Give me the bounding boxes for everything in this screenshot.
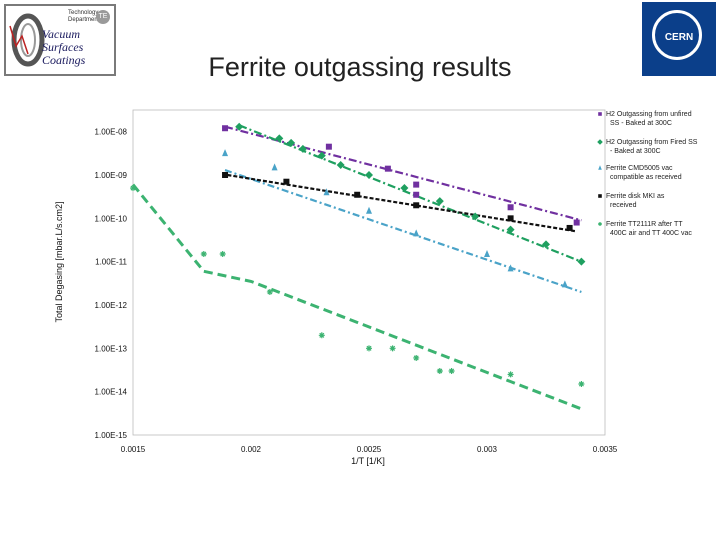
x-tick-label: 0.003 xyxy=(477,445,498,454)
series-fit-line xyxy=(227,173,577,233)
data-point xyxy=(507,204,514,211)
data-point xyxy=(400,184,409,193)
data-point xyxy=(506,225,515,234)
x-tick-label: 0.0015 xyxy=(121,445,146,454)
y-tick-label: 1.00E-11 xyxy=(95,258,127,267)
data-point xyxy=(484,250,490,258)
x-axis-label: 1/T [1/K] xyxy=(351,456,385,466)
data-point xyxy=(219,251,226,258)
y-tick-label: 1.00E-14 xyxy=(95,388,128,397)
data-point xyxy=(448,367,455,374)
y-tick-label: 1.00E-15 xyxy=(95,431,128,440)
data-point xyxy=(573,219,580,226)
data-point xyxy=(566,224,573,231)
data-point xyxy=(287,138,296,147)
series-fit-line xyxy=(224,169,582,294)
data-point xyxy=(598,222,602,226)
data-point xyxy=(366,206,372,214)
data-point xyxy=(507,371,514,378)
data-point xyxy=(323,188,330,196)
page-title: Ferrite outgassing results xyxy=(208,52,512,82)
y-tick-label: 1.00E-10 xyxy=(95,214,128,223)
y-tick-label: 1.00E-12 xyxy=(95,301,128,310)
data-point xyxy=(354,191,361,198)
data-point xyxy=(578,381,585,388)
data-point xyxy=(235,122,244,131)
series-fit-line xyxy=(224,125,582,222)
vsc-logo: Technology Department TE Vacuum Surfaces… xyxy=(4,4,116,76)
legend-entry: Ferrite disk MKI as received xyxy=(606,193,665,209)
data-point xyxy=(325,143,332,150)
series-fit-line xyxy=(131,183,582,411)
cern-logo: CERN xyxy=(642,2,716,76)
data-point xyxy=(384,165,391,172)
data-point xyxy=(222,149,229,157)
data-point xyxy=(471,212,480,221)
data-point xyxy=(436,367,443,374)
data-point xyxy=(389,345,396,352)
y-axis-label: Total Degasing [mbar.L/s.cm2] xyxy=(54,201,64,322)
data-point xyxy=(336,161,345,170)
vsc-logo-dept: Technology Department xyxy=(68,10,100,23)
x-tick-label: 0.002 xyxy=(241,445,262,454)
data-point xyxy=(200,251,207,258)
data-point xyxy=(598,165,602,170)
legend-entry: H2 Outgassing from Fired SS - Baked at 30… xyxy=(606,139,698,155)
data-point xyxy=(413,181,420,188)
data-point xyxy=(507,215,514,222)
vsc-logo-icon xyxy=(9,13,45,67)
data-point xyxy=(283,178,290,185)
y-tick-label: 1.00E-09 xyxy=(95,171,128,180)
data-point xyxy=(598,194,602,198)
data-point xyxy=(318,332,325,339)
data-point xyxy=(561,280,568,288)
cern-logo-text: CERN xyxy=(664,32,694,43)
data-point xyxy=(577,257,586,266)
data-point xyxy=(298,144,307,153)
y-tick-label: 1.00E-13 xyxy=(95,344,128,353)
data-point xyxy=(266,288,273,295)
cern-logo-ring-icon xyxy=(652,10,702,60)
data-point xyxy=(365,171,373,179)
data-point xyxy=(413,191,420,198)
data-point xyxy=(222,172,229,178)
data-point xyxy=(271,163,278,171)
data-point xyxy=(413,202,420,209)
legend-entry: Ferrite TT2111R after TT 400C air and TT … xyxy=(606,221,692,237)
data-point xyxy=(507,264,514,272)
legend-entry: H2 Outgassing from unfired SS - Baked at … xyxy=(606,111,692,127)
data-point xyxy=(598,112,602,116)
te-badge: TE xyxy=(96,10,110,24)
data-point xyxy=(275,134,284,143)
data-point xyxy=(542,240,550,249)
vsc-logo-text: Vacuum Surfaces Coatings xyxy=(42,27,86,67)
x-tick-label: 0.0035 xyxy=(593,445,618,454)
data-point xyxy=(597,139,603,145)
legend-entry: Ferrite CMD5005 vac compatible as receive… xyxy=(606,165,682,181)
data-point xyxy=(317,151,326,160)
data-point xyxy=(366,345,372,352)
series-fit-line xyxy=(238,124,582,263)
data-point xyxy=(413,229,420,237)
data-point xyxy=(130,185,136,192)
data-point xyxy=(413,354,420,361)
data-point xyxy=(435,197,444,206)
y-tick-label: 1.00E-08 xyxy=(95,128,128,137)
data-point xyxy=(222,125,229,132)
x-tick-label: 0.0025 xyxy=(357,445,382,454)
